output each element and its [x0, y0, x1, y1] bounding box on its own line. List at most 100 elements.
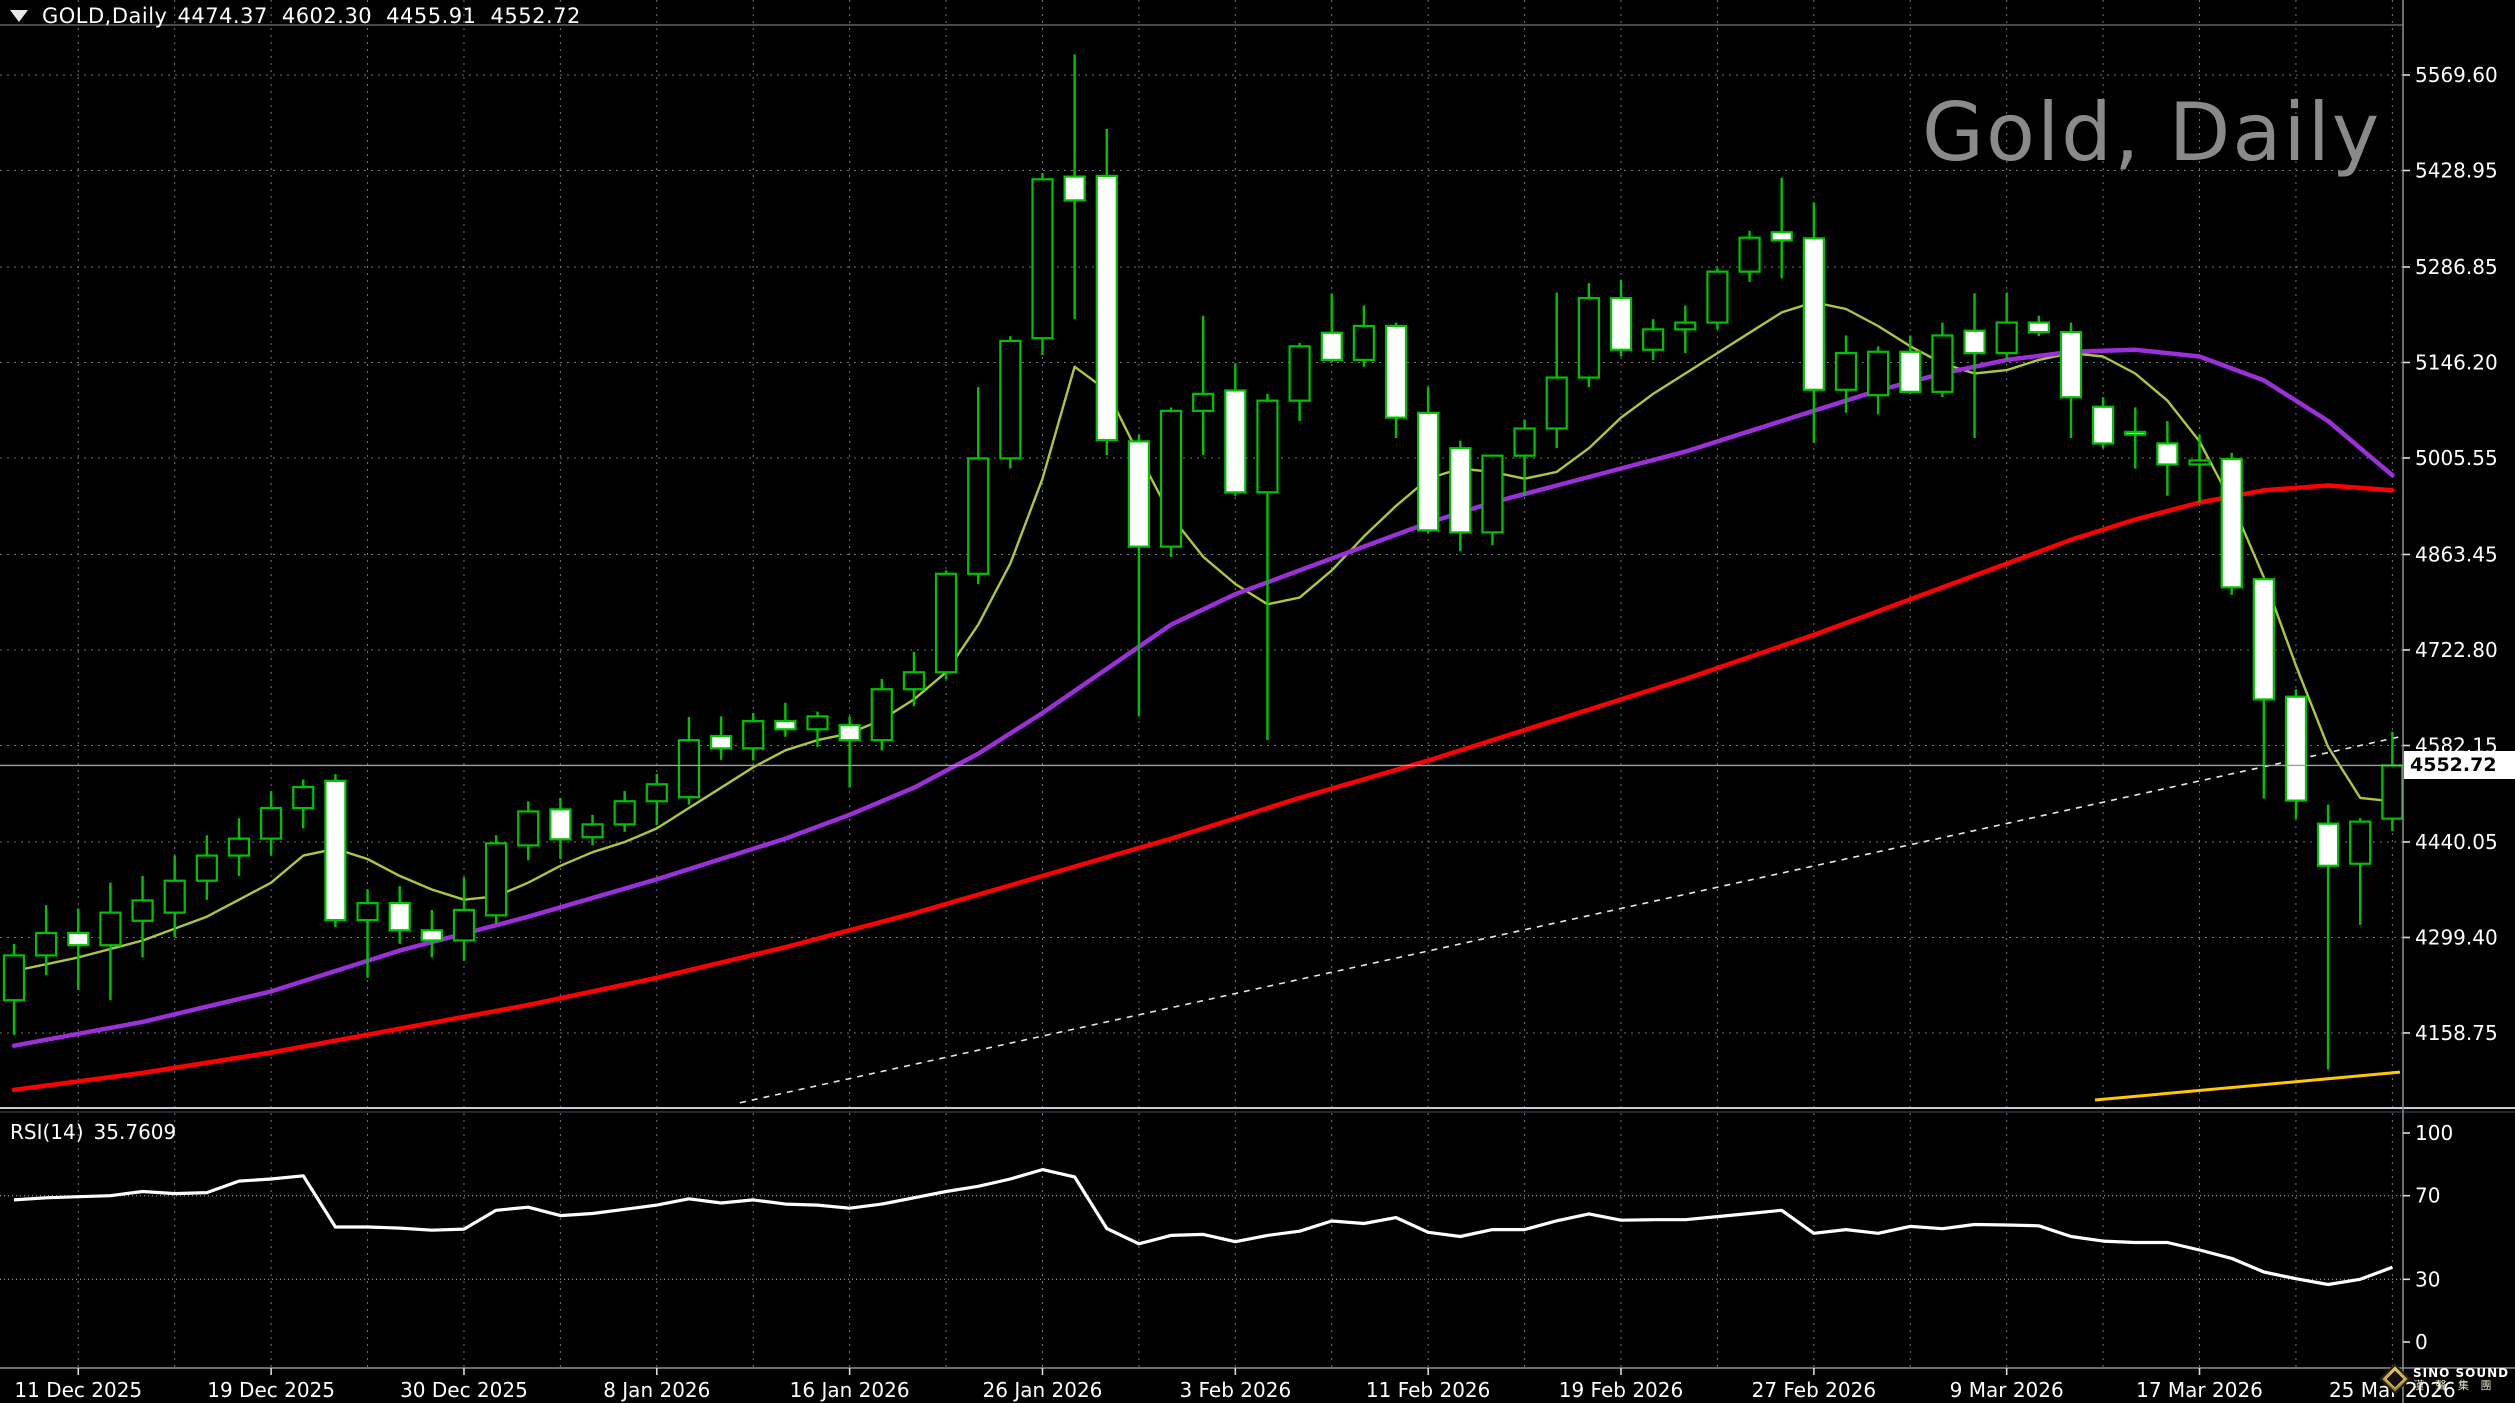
date-axis-label[interactable]: 19 Dec 2025 — [207, 1378, 335, 1402]
candle-body — [934, 572, 958, 674]
candle-body — [2316, 822, 2340, 867]
candle-body — [1127, 440, 1151, 548]
price-axis-label[interactable]: 5286.85 — [2415, 255, 2498, 279]
ohlc-readout: 4474.37 4602.30 4455.91 4552.72 — [177, 4, 580, 28]
date-axis-label[interactable]: 30 Dec 2025 — [400, 1378, 528, 1402]
candle-body — [1159, 409, 1183, 548]
current-price-marker: 4552.72 — [2404, 751, 2515, 780]
candle-body — [549, 808, 572, 841]
candle-body — [2284, 695, 2308, 802]
low-value: 4455.91 — [386, 4, 477, 28]
date-axis-label[interactable]: 19 Feb 2026 — [1559, 1378, 1683, 1402]
candle-body — [2349, 820, 2372, 865]
price-axis-label[interactable]: 5005.55 — [2415, 446, 2498, 470]
high-value: 4602.30 — [281, 4, 373, 28]
candle-body — [1609, 297, 1633, 351]
candle-body — [1320, 331, 1343, 362]
candle-body — [1867, 350, 1890, 397]
candle-body — [999, 339, 1022, 460]
candle-body — [1770, 231, 1793, 242]
candle-body — [452, 908, 476, 942]
chart-header: GOLD,Daily 4474.37 4602.30 4455.91 4552.… — [10, 4, 581, 28]
candle-body — [2, 954, 26, 1002]
date-axis-label[interactable]: 11 Feb 2026 — [1366, 1378, 1490, 1402]
date-axis-label[interactable]: 17 Mar 2026 — [2136, 1378, 2263, 1402]
price-axis-label[interactable]: 4440.05 — [2415, 830, 2498, 854]
candle-body — [742, 720, 765, 750]
candle-body — [1577, 297, 1600, 379]
candle-body — [1545, 376, 1568, 430]
logo-text-cn: 漢 聲 集 團 — [2413, 1378, 2496, 1392]
logo-text-en: SINO SOUND — [2413, 1366, 2510, 1380]
indicator-name: RSI(14) — [10, 1120, 84, 1144]
candle-body — [1834, 352, 1858, 391]
candle-body — [1674, 321, 1697, 331]
candle-body — [1352, 324, 1375, 362]
price-axis-label[interactable]: 5428.95 — [2415, 159, 2498, 183]
open-value: 4474.37 — [177, 4, 268, 28]
yellow-trendline[interactable] — [2094, 1070, 2401, 1102]
date-axis-label[interactable]: 9 Mar 2026 — [1950, 1378, 2064, 1402]
candle-body — [1802, 237, 1825, 391]
candle-body — [806, 715, 829, 731]
candle-body — [1384, 324, 1408, 419]
candle-body — [677, 739, 701, 799]
price-axis-label[interactable]: 5146.20 — [2415, 350, 2498, 374]
candle-body — [1642, 328, 1665, 351]
candle-body — [1031, 178, 1054, 340]
price-axis-label[interactable]: 4299.40 — [2415, 925, 2498, 949]
rsi-axis-label[interactable]: 30 — [2415, 1267, 2440, 1291]
price-axis-label[interactable]: 4863.45 — [2415, 542, 2498, 566]
candle-body — [195, 854, 218, 882]
price-axis-label[interactable]: 4722.80 — [2415, 638, 2498, 662]
candle-body — [227, 837, 251, 857]
candle-body — [1288, 345, 1311, 402]
rsi-axis-label[interactable]: 100 — [2415, 1121, 2453, 1145]
rsi-axis-label[interactable]: 70 — [2415, 1184, 2440, 1208]
date-axis-label[interactable]: 26 Jan 2026 — [983, 1378, 1103, 1402]
diamond-logo-icon — [2379, 1363, 2411, 1395]
candle-body — [967, 457, 990, 575]
rsi-axis-label[interactable]: 0 — [2415, 1330, 2428, 1354]
candle-body — [1931, 334, 1954, 393]
candle-body — [2124, 430, 2147, 436]
date-axis-label[interactable]: 3 Feb 2026 — [1179, 1378, 1291, 1402]
candle-body — [67, 931, 90, 947]
candle-body — [581, 823, 604, 839]
candle-body — [1899, 350, 1922, 393]
candle-body — [774, 720, 797, 731]
candle-body — [1963, 329, 1986, 355]
date-axis-label[interactable]: 8 Jan 2026 — [603, 1378, 710, 1402]
candle-body — [1449, 447, 1472, 534]
price-axis-label[interactable]: 4158.75 — [2415, 1021, 2498, 1045]
date-axis-label[interactable]: 11 Dec 2025 — [14, 1378, 142, 1402]
candle-body — [838, 724, 861, 742]
date-axis-label[interactable]: 27 Feb 2026 — [1752, 1378, 1876, 1402]
symbol-period-label: GOLD,Daily — [42, 4, 168, 28]
price-axis-label[interactable]: 5569.60 — [2415, 63, 2498, 87]
candle-body — [260, 806, 283, 840]
rsi-line — [13, 1167, 2393, 1287]
candle-body — [163, 879, 186, 914]
candle-body — [1192, 392, 1215, 412]
broker-logo: SINO SOUND 漢 聲 集 團 — [2379, 1363, 2510, 1395]
candle-body — [1738, 236, 1761, 273]
candle-body — [2059, 330, 2083, 399]
close-value: 4552.72 — [490, 4, 581, 28]
date-axis-label[interactable]: 16 Jan 2026 — [790, 1378, 910, 1402]
candle-body — [356, 902, 379, 922]
candle-body — [485, 842, 508, 917]
indicator-label: RSI(14) 35.7609 — [10, 1120, 176, 1144]
symbol-triangle-icon[interactable] — [10, 10, 28, 22]
candle-body — [420, 929, 443, 942]
candle-body — [1417, 411, 1440, 532]
candle-body — [2027, 321, 2050, 334]
candle-body — [2156, 442, 2179, 466]
candle-body — [1224, 389, 1247, 494]
dashed-trendline[interactable] — [739, 735, 2401, 1104]
candle-body — [388, 902, 411, 932]
candle-body — [1706, 270, 1729, 324]
